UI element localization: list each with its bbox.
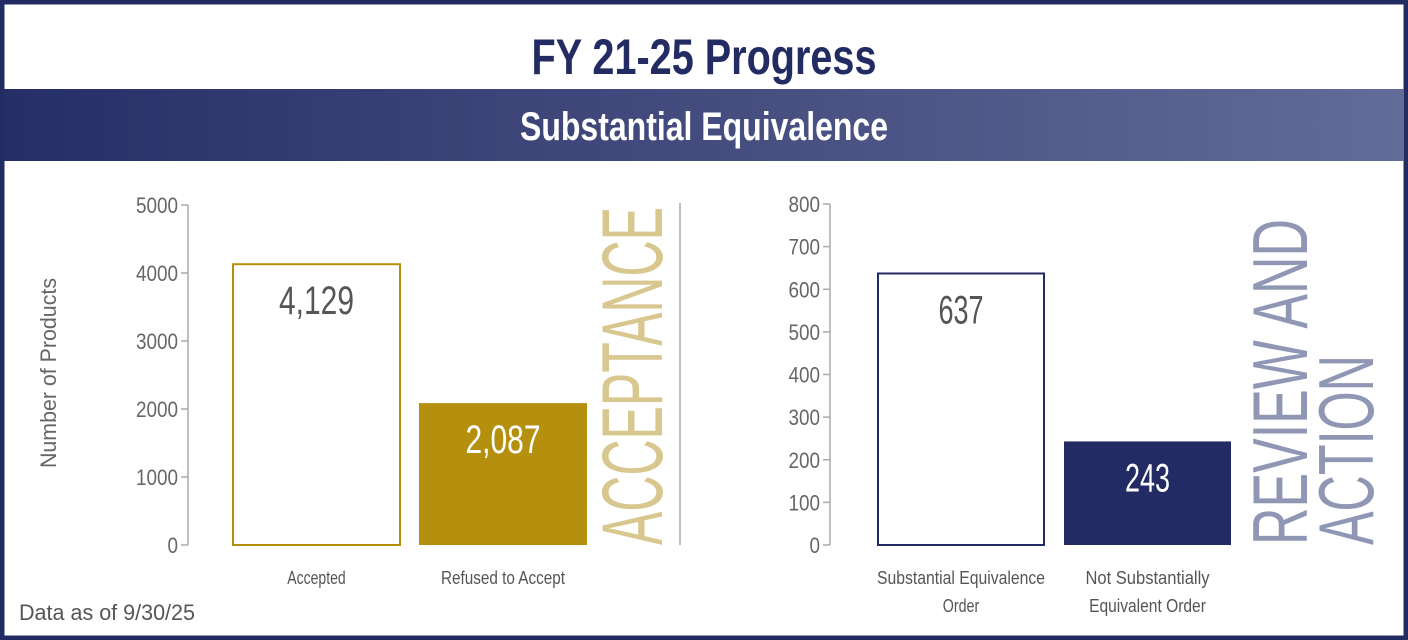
data-label: 243 — [1125, 456, 1170, 500]
footnote: Data as of 9/30/25 — [19, 600, 195, 625]
review-section-label-line1: REVIEW AND — [1236, 219, 1324, 545]
y-axis-label: Number of Products — [36, 278, 61, 468]
category-label: Not Substantially — [1085, 568, 1209, 588]
data-label: 4,129 — [279, 279, 354, 323]
y-tick-label: 3000 — [136, 329, 178, 354]
bar — [419, 403, 587, 545]
y-tick-label: 2000 — [136, 397, 178, 422]
data-label: 2,087 — [466, 418, 541, 462]
y-tick-label: 400 — [789, 363, 821, 388]
bar — [877, 272, 1045, 546]
review-chart: 0 100 200 300 400 500 600 700 800 637 Substantial … — [789, 192, 1231, 616]
y-tick-label: 200 — [789, 448, 821, 473]
y-tick-label: 1000 — [136, 465, 178, 490]
y-tick-label: 800 — [789, 192, 821, 217]
bar — [232, 263, 401, 546]
y-tick-label: 300 — [789, 405, 821, 430]
y-tick-label: 0 — [168, 533, 179, 558]
bar — [1064, 441, 1231, 545]
category-label: Order — [943, 596, 980, 616]
data-label: 637 — [939, 288, 984, 332]
y-tick-label: 600 — [789, 277, 821, 302]
y-tick-label: 5000 — [136, 193, 178, 218]
y-tick-label: 4000 — [136, 261, 178, 286]
category-label: Accepted — [287, 568, 345, 588]
y-tick-label: 500 — [789, 320, 821, 345]
review-section-label-line2: ACTION — [1302, 355, 1390, 545]
y-tick-label: 700 — [789, 235, 821, 260]
category-label: Equivalent Order — [1089, 596, 1206, 616]
y-tick-label: 0 — [810, 533, 821, 558]
subtitle: Substantial Equivalence — [520, 105, 888, 149]
y-tick-label: 100 — [789, 490, 821, 515]
subtitle-band — [4, 89, 1404, 161]
category-label: Substantial Equivalence — [877, 568, 1045, 588]
acceptance-chart: 0 1000 2000 3000 4000 5000 4,129 Accepted 2,087 R… — [136, 193, 587, 588]
acceptance-section-label: ACCEPTANCE — [585, 207, 681, 545]
category-label: Refused to Accept — [441, 568, 565, 588]
page-title: FY 21-25 Progress — [532, 29, 877, 85]
